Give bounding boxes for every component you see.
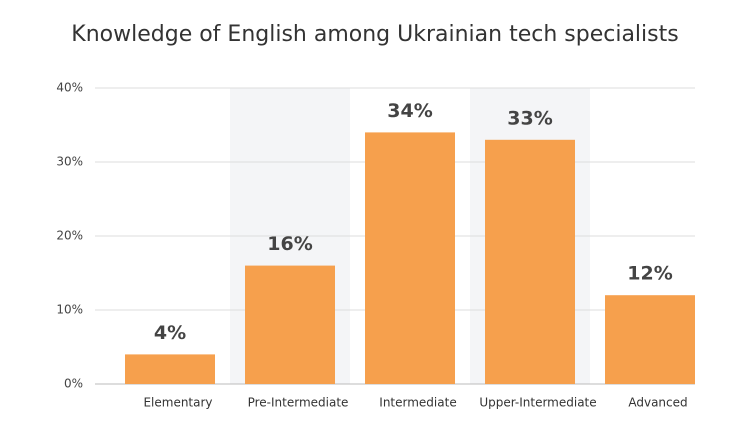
- value-label: 4%: [154, 322, 186, 344]
- chart-title: Knowledge of English among Ukrainian tec…: [71, 22, 678, 47]
- y-tick-label: 20%: [56, 229, 83, 243]
- bar: [485, 139, 575, 384]
- y-tick-label: 0%: [64, 377, 83, 391]
- bar: [365, 132, 455, 384]
- bar: [605, 295, 695, 384]
- x-tick-label: Elementary: [143, 396, 212, 410]
- value-label: 33%: [507, 107, 552, 129]
- x-tick-label: Pre-Intermediate: [248, 396, 349, 410]
- x-tick-label: Intermediate: [379, 396, 456, 410]
- x-tick-label: Upper-Intermediate: [479, 396, 596, 410]
- bar: [245, 265, 335, 384]
- y-tick-label: 10%: [56, 303, 83, 317]
- y-tick-label: 30%: [56, 155, 83, 169]
- bar: [125, 354, 215, 384]
- y-tick-label: 40%: [56, 81, 83, 95]
- x-tick-label: Advanced: [628, 396, 687, 410]
- value-label: 34%: [387, 100, 432, 122]
- value-label: 16%: [267, 233, 312, 255]
- value-label: 12%: [627, 263, 672, 285]
